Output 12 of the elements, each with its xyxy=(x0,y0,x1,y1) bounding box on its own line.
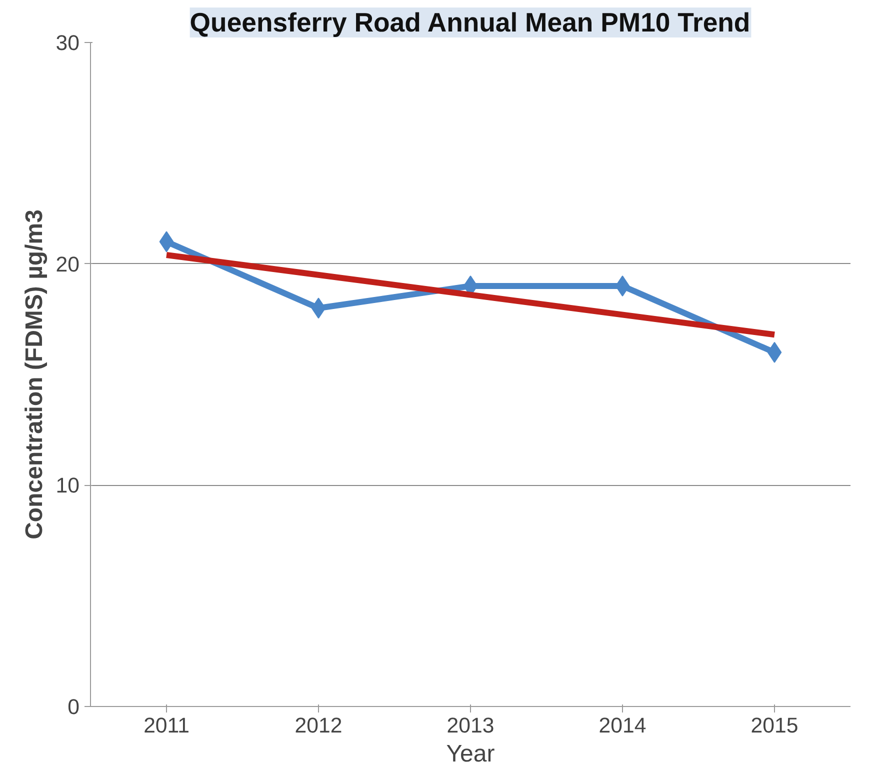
chart-title: Queensferry Road Annual Mean PM10 Trend xyxy=(190,8,750,38)
x-tick-label: 2012 xyxy=(294,714,342,738)
x-tick-label: 2014 xyxy=(598,714,646,738)
x-axis-title: Year xyxy=(446,740,495,768)
y-tick-label: 20 xyxy=(56,252,80,276)
y-tick-label: 0 xyxy=(68,695,80,719)
y-tick-label: 30 xyxy=(56,31,80,55)
x-tick-label: 2013 xyxy=(446,714,494,738)
y-axis-title: Concentration (FDMS) µg/m3 xyxy=(20,210,48,540)
x-tick-label: 2011 xyxy=(144,714,190,738)
x-tick-label: 2015 xyxy=(750,714,798,738)
y-tick-label: 10 xyxy=(56,474,80,498)
